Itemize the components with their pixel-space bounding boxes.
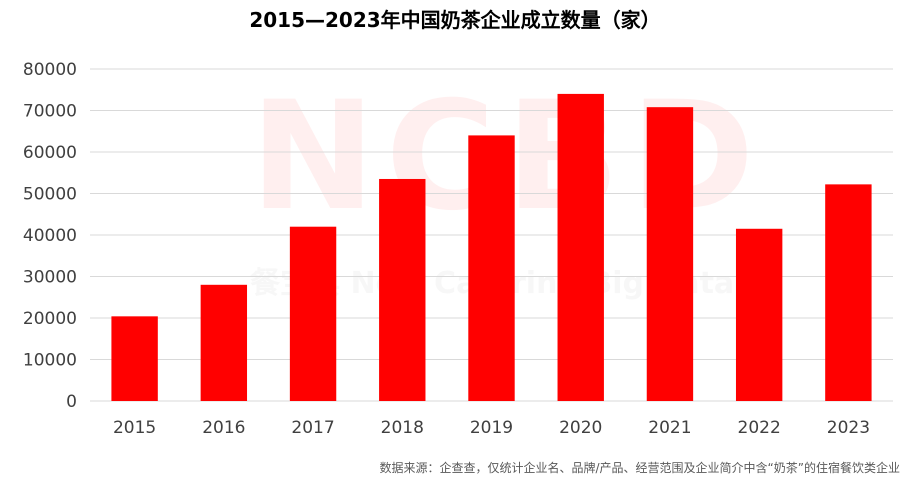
y-tick-label: 80000 (23, 60, 77, 80)
x-axis-ticks: 2015 2016 2017 2018 2019 2020 2021 2022 2023 (113, 418, 870, 438)
bar-2022 (735, 228, 783, 401)
y-tick-label: 20000 (23, 309, 77, 329)
x-tick-label: 2016 (202, 418, 245, 438)
x-tick-label: 2020 (559, 418, 602, 438)
bars (111, 93, 872, 402)
bar-2016 (200, 284, 248, 401)
y-axis-ticks: 0 10000 20000 30000 40000 50000 60000 70000 8000… (23, 60, 77, 412)
x-tick-label: 2019 (470, 418, 513, 438)
y-tick-label: 0 (66, 392, 77, 412)
bar-2018 (379, 178, 426, 401)
x-tick-label: 2017 (291, 418, 334, 438)
bar-2019 (468, 135, 515, 401)
bar-2023 (825, 184, 872, 401)
chart-title: 2015—2023年中国奶茶企业成立数量（家） (249, 8, 661, 32)
x-tick-label: 2015 (113, 418, 156, 438)
y-tick-label: 40000 (23, 226, 77, 246)
source-note: 数据来源：企查查，仅统计企业名、品牌/产品、经营范围及企业简介中含“奶茶”的住宿… (379, 461, 900, 475)
bar-2017 (289, 226, 337, 401)
y-tick-label: 30000 (23, 268, 77, 288)
y-tick-label: 50000 (23, 185, 77, 205)
y-tick-label: 10000 (23, 351, 77, 371)
bar-2020 (557, 93, 604, 402)
bar-2015 (111, 316, 158, 401)
x-tick-label: 2018 (381, 418, 424, 438)
y-tick-label: 70000 (23, 102, 77, 122)
x-tick-label: 2022 (738, 418, 781, 438)
x-tick-label: 2023 (827, 418, 870, 438)
bar-2021 (646, 107, 694, 402)
y-tick-label: 60000 (23, 143, 77, 163)
x-tick-label: 2021 (648, 418, 691, 438)
